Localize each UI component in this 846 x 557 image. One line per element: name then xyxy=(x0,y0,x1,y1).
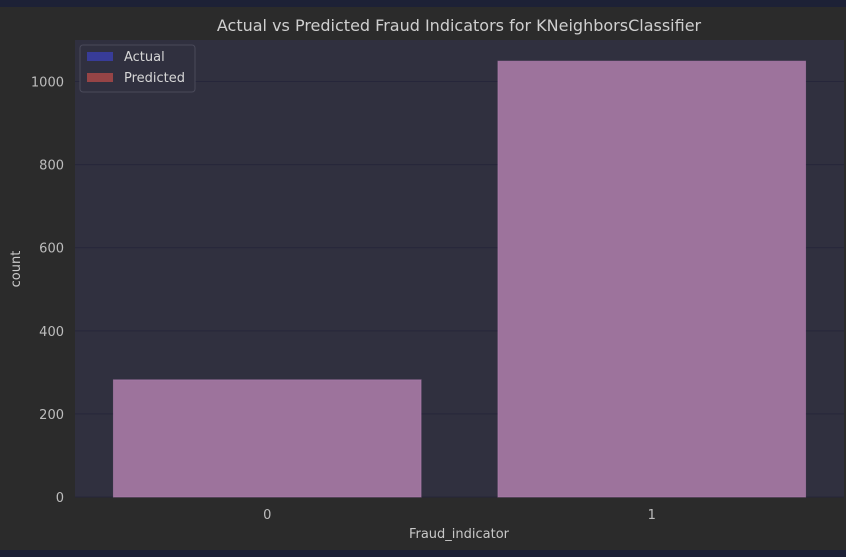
legend-swatch-actual xyxy=(87,52,113,61)
y-tick-label: 400 xyxy=(39,325,64,340)
bar-actual-1 xyxy=(497,60,807,498)
chart-figure: Actual vs Predicted Fraud Indicators for… xyxy=(0,7,846,550)
y-tick-label: 0 xyxy=(56,491,64,506)
bar-actual-0 xyxy=(112,379,422,498)
legend-swatch-predicted xyxy=(87,73,113,82)
y-axis-label: count xyxy=(9,251,24,288)
chart-title: Actual vs Predicted Fraud Indicators for… xyxy=(217,16,702,35)
x-tick-label: 1 xyxy=(648,508,656,523)
bar-predicted-1 xyxy=(498,61,806,497)
x-axis-label: Fraud_indicator xyxy=(409,527,510,542)
y-tick-label: 800 xyxy=(39,159,64,174)
y-tick-label: 1000 xyxy=(31,76,64,91)
bars xyxy=(112,60,807,498)
y-tick-labels: 0 200 400 600 800 1000 xyxy=(31,76,64,506)
bar-predicted-0 xyxy=(113,380,421,497)
x-tick-label: 0 xyxy=(263,508,271,523)
y-tick-label: 200 xyxy=(39,408,64,423)
legend: Actual Predicted xyxy=(79,44,196,93)
legend-label-actual: Actual xyxy=(124,50,165,65)
legend-label-predicted: Predicted xyxy=(124,71,185,86)
y-tick-label: 600 xyxy=(39,242,64,257)
chart-svg: Actual vs Predicted Fraud Indicators for… xyxy=(9,16,844,542)
